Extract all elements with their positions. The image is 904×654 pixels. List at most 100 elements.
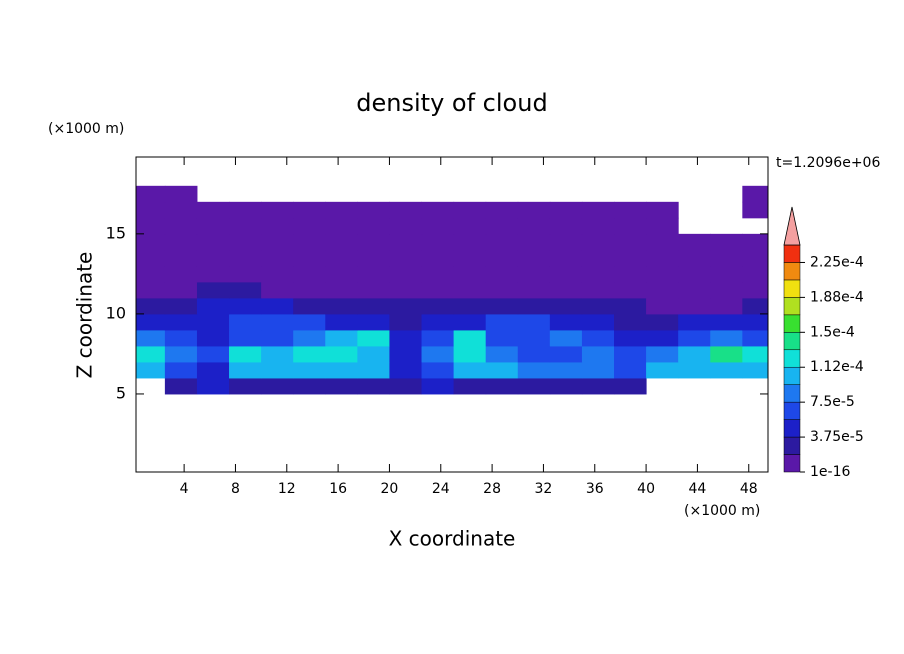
field-cell: [164, 265, 198, 283]
field-cell: [614, 361, 647, 379]
field-cell: [357, 345, 390, 363]
field-cell: [325, 249, 358, 267]
field-cell: [389, 297, 423, 315]
field-cell: [549, 201, 583, 219]
field-cell: [742, 345, 768, 363]
field-cell: [678, 281, 711, 299]
field-cell: [581, 233, 615, 251]
field-cell: [581, 297, 615, 315]
field-cell: [485, 217, 519, 235]
field-cell: [517, 377, 551, 395]
field-cell: [261, 297, 294, 315]
field-cell: [453, 361, 487, 379]
field-cell: [517, 201, 551, 219]
field-cell: [196, 249, 230, 267]
field-cell: [389, 265, 423, 283]
field-cell: [196, 201, 230, 219]
field-cell: [581, 201, 615, 219]
field-cell: [357, 217, 390, 235]
field-cell: [646, 281, 679, 299]
field-cell: [357, 297, 390, 315]
field-cell: [646, 313, 679, 331]
field-cell: [136, 281, 166, 299]
field-cell: [325, 201, 358, 219]
field-cell: [357, 249, 390, 267]
field-cell: [136, 345, 166, 363]
field-cell: [646, 217, 679, 235]
field-cell: [136, 361, 166, 379]
field-cell: [517, 361, 551, 379]
field-cell: [742, 249, 768, 267]
field-cell: [357, 313, 390, 331]
field-cell: [229, 345, 262, 363]
x-tick-label: 48: [740, 481, 758, 497]
field-cell: [293, 313, 326, 331]
colorbar-band: [783, 314, 801, 333]
x-axis-label: X coordinate: [389, 527, 516, 551]
field-cell: [549, 329, 583, 347]
colorbar-tick-label: 1e-16: [810, 464, 850, 480]
field-cell: [710, 313, 743, 331]
field-cell: [517, 249, 551, 267]
x-tick-label: 40: [637, 481, 655, 497]
field-cell: [549, 345, 583, 363]
field-cell: [293, 233, 326, 251]
field-cell: [357, 265, 390, 283]
field-cell: [710, 361, 743, 379]
field-cell: [229, 217, 262, 235]
field-cell: [742, 281, 768, 299]
colorbar-band: [783, 332, 801, 351]
field-cell: [325, 297, 358, 315]
chart-title: density of cloud: [356, 89, 547, 117]
field-cell: [357, 281, 390, 299]
field-cell: [742, 265, 768, 283]
field-cell: [325, 233, 358, 251]
field-cell: [710, 249, 743, 267]
field-cell: [196, 345, 230, 363]
field-cell: [164, 249, 198, 267]
field-cell: [357, 201, 390, 219]
field-cell: [485, 345, 519, 363]
colorbar-band: [783, 384, 801, 403]
field-cell: [196, 281, 230, 299]
field-cell: [389, 233, 423, 251]
field-cell: [261, 329, 294, 347]
field-cell: [325, 377, 358, 395]
field-cell: [293, 281, 326, 299]
field-cell: [517, 345, 551, 363]
field-cell: [136, 265, 166, 283]
field-cell: [614, 345, 647, 363]
x-tick-label: 12: [278, 481, 296, 497]
field-cell: [581, 265, 615, 283]
field-cell: [742, 329, 768, 347]
field-cell: [646, 233, 679, 251]
field-cell: [229, 297, 262, 315]
field-cell: [646, 201, 679, 219]
field-cell: [136, 217, 166, 235]
field-cell: [485, 233, 519, 251]
field-cell: [646, 345, 679, 363]
field-cell: [261, 281, 294, 299]
colorbar-band: [783, 366, 801, 385]
field-cell: [229, 361, 262, 379]
field-cell: [136, 185, 166, 203]
field-cell: [421, 281, 455, 299]
colorbar-extension: [783, 206, 801, 246]
y-unit: (×1000 m): [48, 121, 124, 137]
field-cell: [293, 297, 326, 315]
field-cell: [325, 217, 358, 235]
field-cell: [421, 297, 455, 315]
field-cell: [389, 313, 423, 331]
field-cell: [136, 249, 166, 267]
field-cell: [164, 233, 198, 251]
field-cell: [453, 345, 487, 363]
field-cell: [485, 361, 519, 379]
field-cell: [389, 361, 423, 379]
field-cell: [421, 233, 455, 251]
field-cell: [678, 361, 711, 379]
x-tick-label: 16: [329, 481, 347, 497]
time-annotation: t=1.2096e+06: [776, 155, 880, 171]
field-cell: [453, 377, 487, 395]
field-cell: [710, 345, 743, 363]
field-cell: [164, 297, 198, 315]
